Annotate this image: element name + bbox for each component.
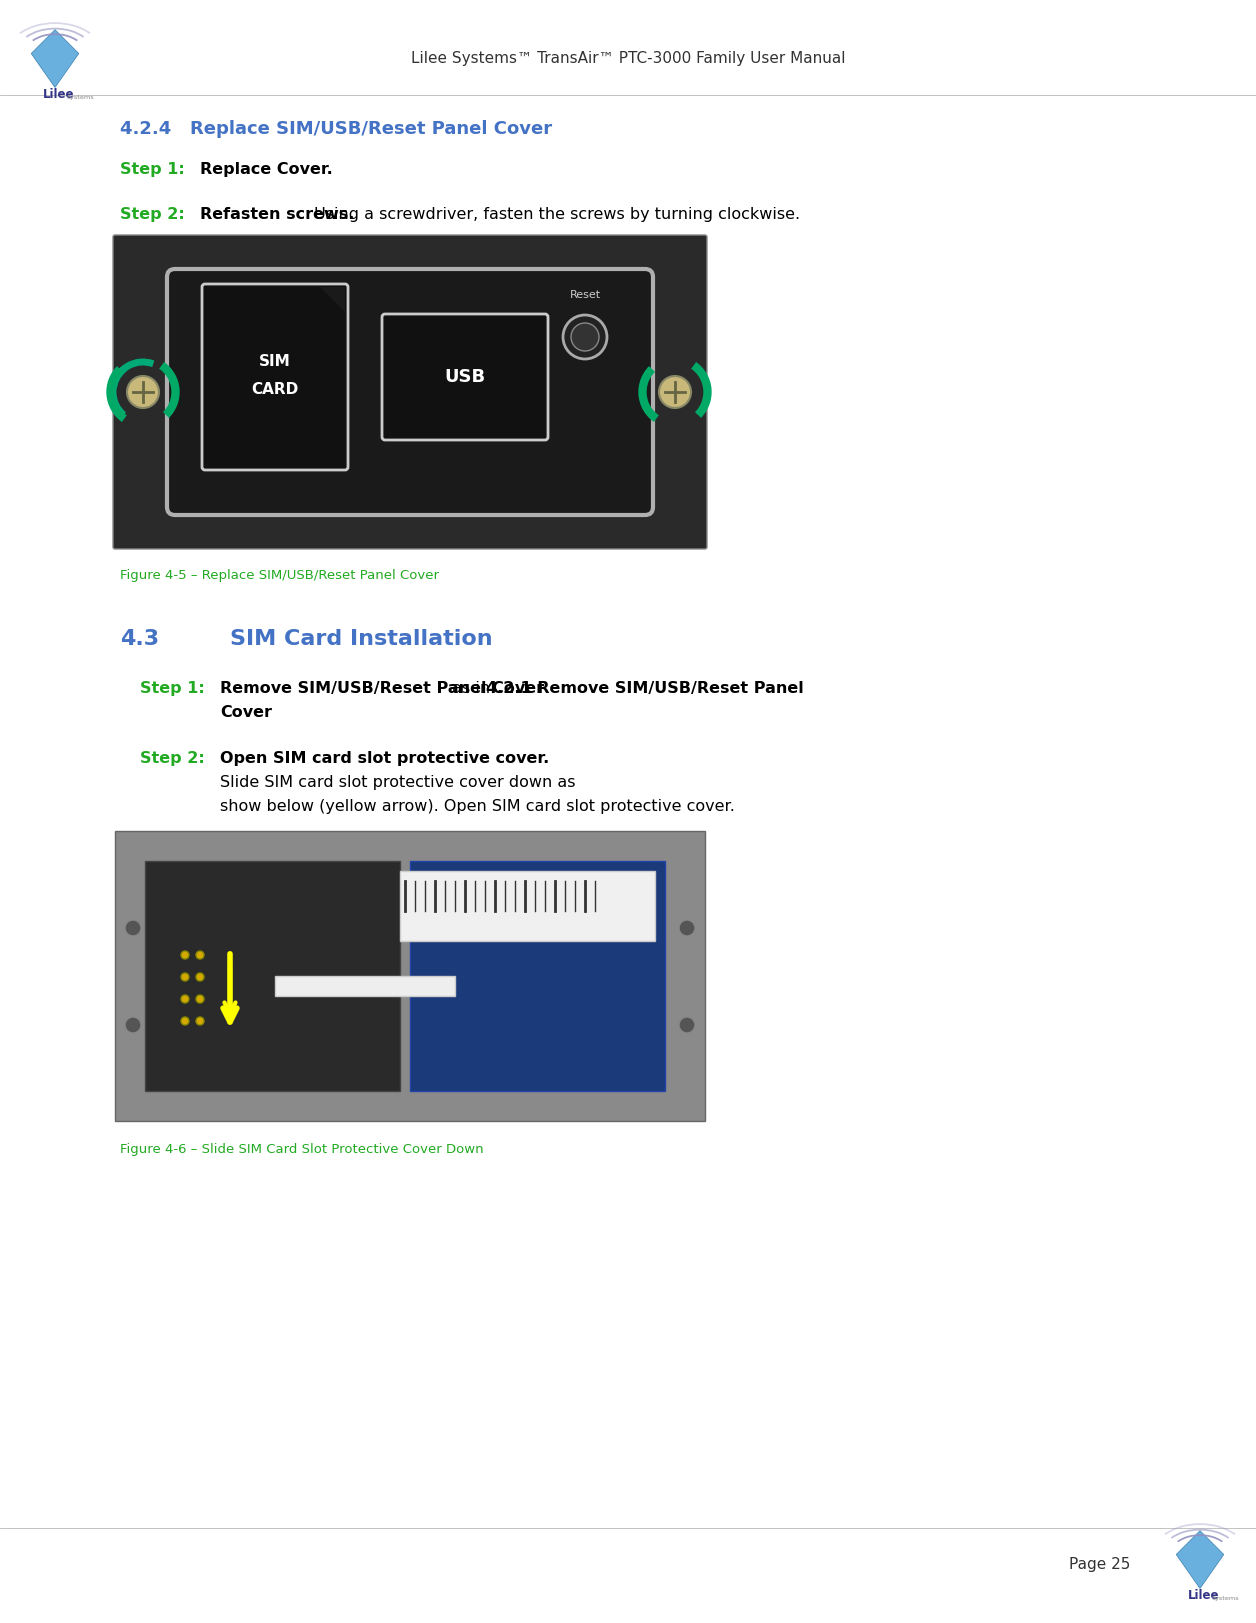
Text: Open SIM card slot protective cover.: Open SIM card slot protective cover. — [220, 751, 549, 766]
Text: Step 1:: Step 1: — [121, 162, 185, 177]
Polygon shape — [320, 287, 345, 312]
FancyBboxPatch shape — [116, 831, 705, 1121]
Text: .: . — [255, 704, 260, 721]
Text: Using a screwdriver, fasten the screws by turning clockwise.: Using a screwdriver, fasten the screws b… — [309, 208, 800, 222]
Circle shape — [126, 1018, 141, 1032]
Circle shape — [196, 974, 203, 980]
Text: 4.3: 4.3 — [121, 630, 160, 649]
Text: Replace Cover.: Replace Cover. — [200, 162, 333, 177]
Text: Systems: Systems — [67, 96, 94, 101]
FancyBboxPatch shape — [399, 872, 654, 941]
Circle shape — [563, 315, 607, 359]
FancyBboxPatch shape — [409, 860, 664, 1091]
Circle shape — [181, 951, 188, 959]
Text: Page 25: Page 25 — [1069, 1558, 1130, 1573]
Text: Refasten screws.: Refasten screws. — [200, 208, 354, 222]
Circle shape — [679, 920, 695, 936]
Text: USB: USB — [445, 368, 486, 386]
Text: Reset: Reset — [569, 291, 600, 300]
Text: Step 2:: Step 2: — [139, 751, 205, 766]
FancyBboxPatch shape — [275, 975, 455, 997]
FancyBboxPatch shape — [202, 284, 348, 471]
Circle shape — [571, 323, 599, 351]
Circle shape — [196, 951, 203, 959]
Polygon shape — [31, 29, 79, 88]
Circle shape — [181, 1018, 188, 1026]
Text: show below (yellow arrow). Open SIM card slot protective cover.: show below (yellow arrow). Open SIM card… — [220, 799, 735, 815]
Text: Step 2:: Step 2: — [121, 208, 185, 222]
Text: SIM Card Installation: SIM Card Installation — [230, 630, 492, 649]
Text: Step 1:: Step 1: — [139, 682, 205, 696]
Text: 4.2.4   Replace SIM/USB/Reset Panel Cover: 4.2.4 Replace SIM/USB/Reset Panel Cover — [121, 120, 553, 138]
Text: Lilee Systems™ TransAir™ PTC-3000 Family User Manual: Lilee Systems™ TransAir™ PTC-3000 Family… — [411, 50, 845, 65]
FancyBboxPatch shape — [113, 235, 707, 549]
Circle shape — [659, 377, 691, 407]
Text: Cover: Cover — [220, 704, 273, 721]
Text: Lilee: Lilee — [1188, 1589, 1220, 1602]
Text: CARD: CARD — [251, 381, 299, 396]
Circle shape — [181, 974, 188, 980]
Text: Remove SIM/USB/Reset Panel Cover: Remove SIM/USB/Reset Panel Cover — [220, 682, 544, 696]
Text: Figure 4-6 – Slide SIM Card Slot Protective Cover Down: Figure 4-6 – Slide SIM Card Slot Protect… — [121, 1143, 484, 1156]
Circle shape — [196, 1018, 203, 1026]
Text: Slide SIM card slot protective cover down as: Slide SIM card slot protective cover dow… — [220, 776, 575, 790]
Text: Lilee: Lilee — [43, 88, 74, 101]
Circle shape — [679, 1018, 695, 1032]
Text: as in: as in — [447, 682, 495, 696]
Circle shape — [127, 377, 160, 407]
Circle shape — [196, 995, 203, 1003]
FancyBboxPatch shape — [144, 860, 399, 1091]
Circle shape — [181, 995, 188, 1003]
Text: SIM: SIM — [259, 354, 291, 370]
FancyBboxPatch shape — [167, 269, 653, 514]
Text: Figure 4-5 – Replace SIM/USB/Reset Panel Cover: Figure 4-5 – Replace SIM/USB/Reset Panel… — [121, 570, 440, 583]
Text: Systems: Systems — [1212, 1595, 1240, 1602]
Circle shape — [126, 920, 141, 936]
Text: 4.2.1 Remove SIM/USB/Reset Panel: 4.2.1 Remove SIM/USB/Reset Panel — [486, 682, 804, 696]
Polygon shape — [1176, 1530, 1223, 1589]
FancyBboxPatch shape — [382, 313, 548, 440]
